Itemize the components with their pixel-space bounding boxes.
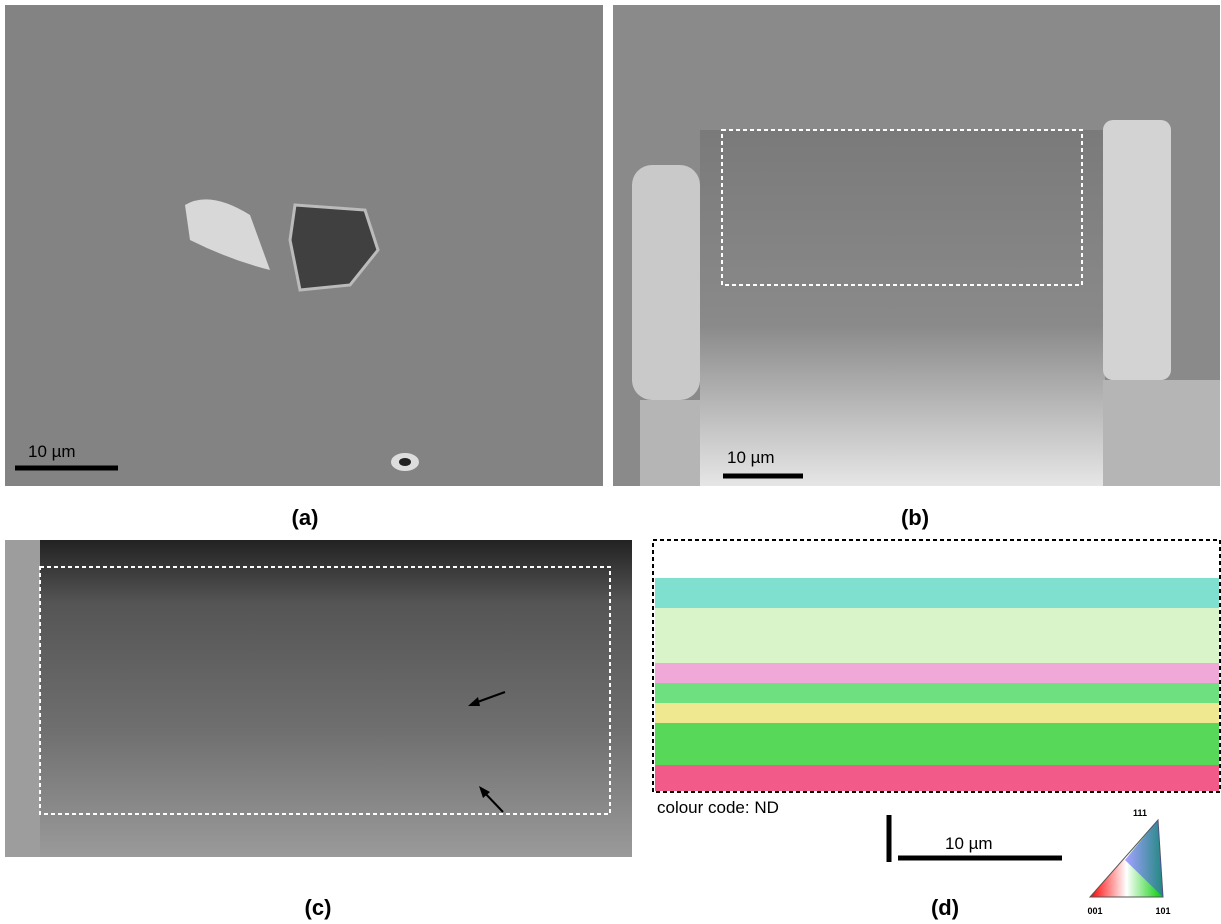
ipf-label: 001 [1087, 906, 1102, 916]
grain-band [655, 723, 1219, 765]
scale-bar-label: 10 µm [28, 442, 76, 461]
panel-label: (c) [305, 895, 332, 920]
panel-label: (a) [292, 505, 319, 530]
panel-d: colour code: ND 10 µm 111 001 101 [653, 540, 1220, 916]
pore [399, 458, 411, 466]
panel-a: 10 µm [5, 5, 603, 486]
panel-label: (b) [901, 505, 929, 530]
panel-b: 10 µm [613, 5, 1220, 486]
ipf-label: 111 [1133, 808, 1147, 818]
grain-band [655, 765, 1219, 791]
grain-band [655, 703, 1219, 723]
wall [640, 400, 700, 486]
panel-label: (d) [931, 895, 959, 920]
grain-band [655, 578, 1219, 608]
wall [5, 540, 40, 857]
ipf-label: 101 [1155, 906, 1170, 916]
scale-bar-label: 10 µm [945, 834, 993, 853]
wall [1103, 380, 1220, 486]
grain-band [655, 608, 1219, 663]
grain-band [655, 683, 1219, 703]
scale-bar-label: 10 µm [727, 448, 775, 467]
wall [1103, 120, 1171, 380]
wall [632, 165, 700, 400]
figure: 10 µm (a) 10 µm (b) (c) colour code: [0, 0, 1221, 924]
micrograph-c [5, 540, 632, 857]
grain-band [655, 663, 1219, 683]
colour-code: colour code: ND [657, 798, 779, 817]
panel-c [5, 540, 632, 857]
trench [700, 130, 1105, 486]
